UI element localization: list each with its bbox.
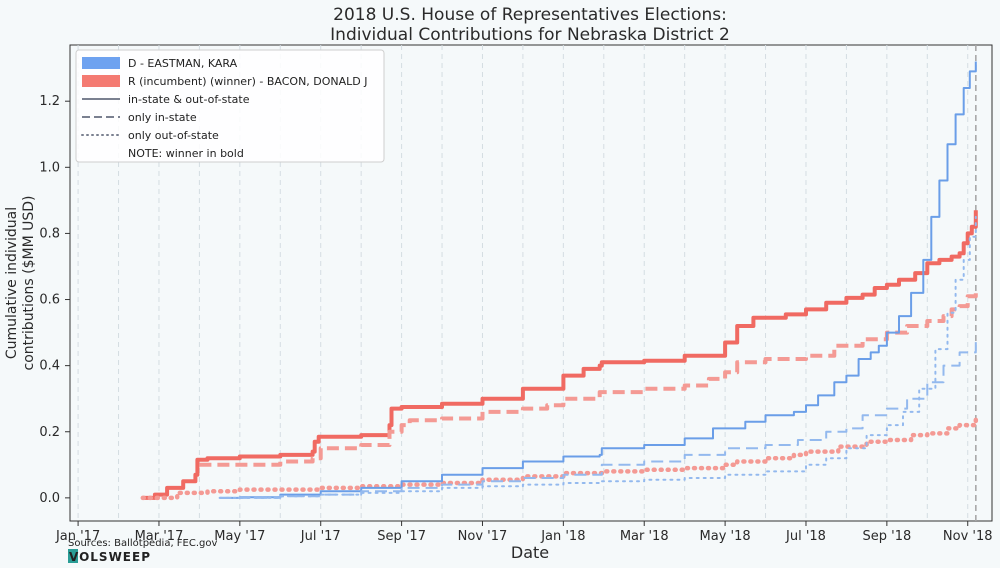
brand-logo-badge	[68, 549, 78, 563]
x-axis-ticks: Jan '17 Mar '17 May '17 Jul '17 Sep '17 Nov '…	[55, 521, 993, 544]
legend-label: only in-state	[128, 111, 197, 124]
legend: D - EASTMAN, KARA R (incumbent) (winner) …	[75, 49, 385, 163]
y-tick-label: 0.4	[39, 359, 60, 374]
x-tick-label: May '18	[700, 529, 751, 544]
x-tick-label: Nov '17	[458, 529, 508, 544]
x-tick-label: Sep '18	[862, 529, 911, 544]
legend-swatch	[82, 57, 120, 69]
chart-title-line2: Individual Contributions for Nebraska Di…	[330, 25, 730, 45]
y-axis-label-line1: Cumulative individual	[4, 207, 20, 359]
brand-logo: VOLSWEEP	[69, 550, 151, 564]
legend-label: in-state & out-of-state	[128, 93, 250, 106]
chart-title-line1: 2018 U.S. House of Representatives Elect…	[333, 5, 727, 25]
y-tick-label: 0.6	[39, 293, 60, 308]
legend-label: D - EASTMAN, KARA	[128, 57, 238, 70]
y-tick-label: 0.8	[39, 226, 60, 241]
y-tick-label: 0.2	[39, 425, 60, 440]
series-line-dotted	[140, 414, 979, 501]
x-tick-label: Nov '18	[943, 529, 993, 544]
series-line-dashed	[199, 289, 978, 467]
y-tick-label: 0.0	[39, 491, 60, 506]
series-line-dotted	[218, 215, 977, 499]
x-tick-label: Jul '17	[300, 529, 341, 544]
legend-swatch	[82, 75, 120, 87]
y-tick-label: 1.0	[39, 160, 60, 175]
legend-box	[75, 49, 385, 163]
x-tick-label: Jul '18	[785, 529, 826, 544]
x-tick-label: Mar '17	[135, 529, 184, 544]
legend-label: NOTE: winner in bold	[128, 147, 244, 160]
series-layer	[140, 61, 979, 501]
source-note: Sources: Ballotpedia, FEC.gov	[68, 538, 217, 549]
x-tick-label: Sep '17	[377, 529, 426, 544]
x-tick-label: Mar '18	[620, 529, 669, 544]
legend-label: R (incumbent) (winner) - BACON, DONALD J	[128, 75, 368, 88]
series-line-solid	[219, 61, 977, 499]
x-tick-label: Jan '18	[540, 529, 585, 544]
legend-items: D - EASTMAN, KARA R (incumbent) (winner) …	[81, 57, 368, 160]
series-line-dashed	[219, 339, 977, 499]
x-tick-label: Jan '17	[55, 529, 100, 544]
legend-label: only out-of-state	[128, 129, 219, 142]
x-axis-label: Date	[511, 543, 549, 562]
y-axis-label-line2: contributions ($MM USD)	[21, 196, 37, 371]
y-axis-ticks: 0.0 0.2 0.4 0.6 0.8 1.0 1.2	[39, 94, 70, 506]
x-tick-label: May '17	[214, 529, 265, 544]
grid-lines	[77, 45, 977, 521]
series-line-solid	[142, 210, 978, 500]
y-tick-label: 1.2	[39, 94, 60, 109]
